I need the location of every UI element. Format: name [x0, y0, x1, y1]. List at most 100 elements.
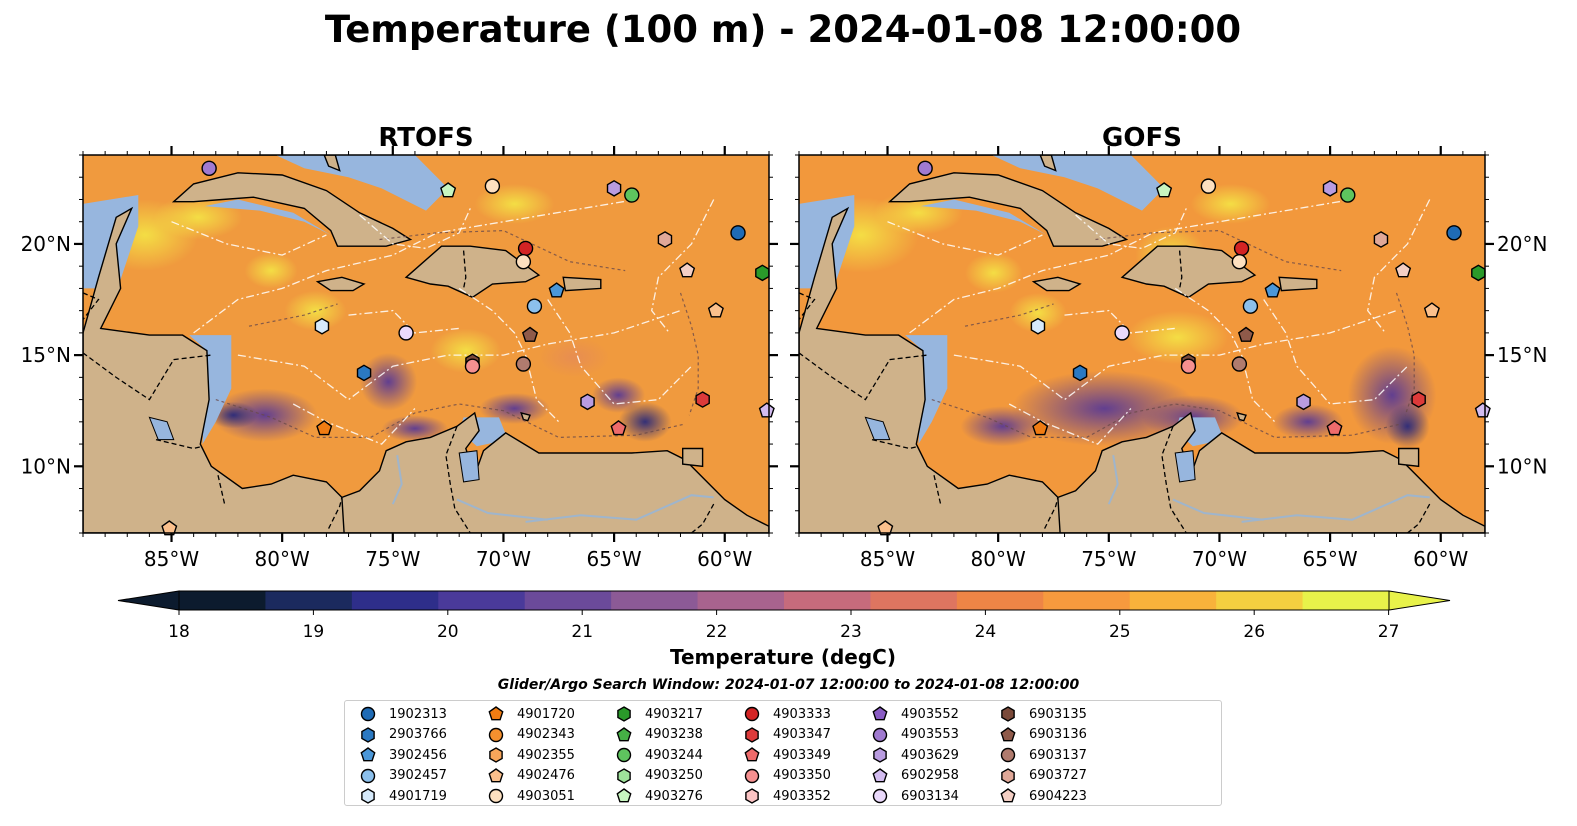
float-marker [917, 160, 933, 177]
land-jamaica [1031, 276, 1082, 292]
country-border [155, 438, 203, 450]
lon-tick-label: 80°W [971, 547, 1026, 571]
legend-item: 4903238 [611, 725, 703, 745]
river [1107, 455, 1119, 505]
colorbar-tick-label: 22 [706, 622, 728, 642]
hexagon-marker-icon [873, 747, 887, 763]
land-bahamas1 [323, 155, 341, 172]
cool-anomaly [538, 337, 610, 378]
river [1241, 494, 1430, 523]
land-trinidad [682, 447, 704, 468]
lon-tick-label: 75°W [1081, 547, 1136, 571]
lon-tick-label: 60°W [1413, 547, 1468, 571]
float-marker [316, 420, 333, 436]
land-south [1057, 411, 1485, 533]
legend-item: 4903552 [867, 704, 959, 724]
float-marker [1030, 317, 1046, 335]
hexagon-marker-icon [1001, 767, 1015, 784]
float-marker [1411, 391, 1426, 408]
legend-item: 6903137 [995, 745, 1087, 765]
eez-boundary [953, 309, 1397, 401]
legend: 1902313 2903766 3902456 3902457 4901719 49017… [344, 700, 1222, 806]
colorbar-tick-label: 27 [1378, 622, 1400, 642]
eez-boundary [1064, 309, 1176, 334]
warm-anomaly [244, 252, 298, 289]
float-marker [1471, 264, 1486, 282]
colorbar: 18 19 20 21 22 23 24 25 26 27 [117, 590, 1451, 642]
float-marker [1231, 356, 1248, 372]
shelf-cubasouth [920, 199, 1047, 235]
warm-anomaly [1009, 292, 1067, 333]
float-marker [1242, 298, 1259, 314]
float-marker [1032, 420, 1049, 436]
legend-label: 4903217 [645, 706, 703, 722]
float-marker [679, 262, 696, 278]
hexagon-marker-icon [617, 767, 631, 784]
colorbar-extend-max [1388, 590, 1451, 611]
cool-anomaly [1385, 404, 1430, 449]
float-marker [707, 302, 724, 318]
lake-maracaibo [458, 450, 480, 483]
float-marker [515, 254, 532, 270]
map-frame [82, 154, 770, 534]
circle-marker-icon [616, 747, 632, 763]
float-marker [484, 178, 501, 194]
float-marker [1072, 364, 1088, 382]
lon-tick-label: 65°W [1302, 547, 1357, 571]
legend-label: 6903727 [1029, 768, 1087, 783]
eez-boundary [458, 287, 560, 423]
country-border [1161, 426, 1187, 533]
hexagon-marker-icon [617, 706, 631, 722]
land-florida [953, 155, 993, 156]
pentagon-marker-icon [744, 747, 760, 762]
land-south [341, 411, 769, 533]
colorbar-tick-label: 21 [571, 622, 593, 642]
legend-item: 4903217 [611, 704, 703, 724]
eez-boundary [1008, 403, 1132, 445]
legend-label: 4903333 [773, 706, 831, 722]
lon-tick-label: 85°W [860, 547, 915, 571]
float-marker [1296, 393, 1311, 411]
country-border [933, 475, 942, 505]
float-marker [758, 402, 775, 418]
lake-nicaragua [148, 416, 175, 441]
isobath [379, 229, 626, 272]
pentagon-marker-icon [1000, 726, 1016, 741]
float-marker [1200, 178, 1217, 194]
float-marker [580, 393, 595, 411]
legend-label: 3902456 [389, 747, 447, 763]
float-marker [730, 225, 746, 241]
eez-boundary [237, 309, 681, 401]
circle-marker-icon [1000, 747, 1016, 763]
legend-label: 4903276 [645, 788, 703, 804]
map-panel-rtofs: 85°W 80°W 75°W 70°W 65°W 60°W 20°N 15°N 10°N [21, 146, 778, 571]
float-marker [314, 317, 330, 335]
cool-anomaly [591, 377, 646, 413]
float-marker [1340, 187, 1356, 203]
legend-label: 6903135 [1029, 706, 1087, 722]
panel-title-gofs: GOFS [1102, 123, 1182, 153]
float-marker [1423, 302, 1440, 318]
warm-anomaly [474, 183, 555, 224]
colorbar-tick-label: 25 [1109, 622, 1131, 642]
float-marker [606, 179, 622, 197]
hexagon-marker-icon [361, 788, 375, 804]
eez-boundary [1367, 199, 1431, 334]
legend-item: 6903134 [867, 786, 959, 806]
legend-label: 4903629 [901, 747, 959, 763]
eez-boundary [651, 199, 715, 334]
colorbar-segment [1129, 591, 1217, 610]
float-marker [1180, 358, 1197, 374]
legend-item: 4903276 [611, 786, 703, 806]
colorbar-segment [784, 591, 872, 610]
river [456, 498, 548, 521]
legend-item: 4903629 [867, 745, 959, 765]
eez-boundary [359, 208, 471, 250]
legend-label: 6902958 [901, 768, 959, 783]
float-marker [1395, 262, 1412, 278]
float-marker [548, 282, 565, 298]
colorbar-tick-label: 19 [303, 622, 325, 642]
colorbar-segment [351, 591, 439, 610]
land-cuba [171, 172, 413, 247]
country-border [1407, 503, 1431, 533]
